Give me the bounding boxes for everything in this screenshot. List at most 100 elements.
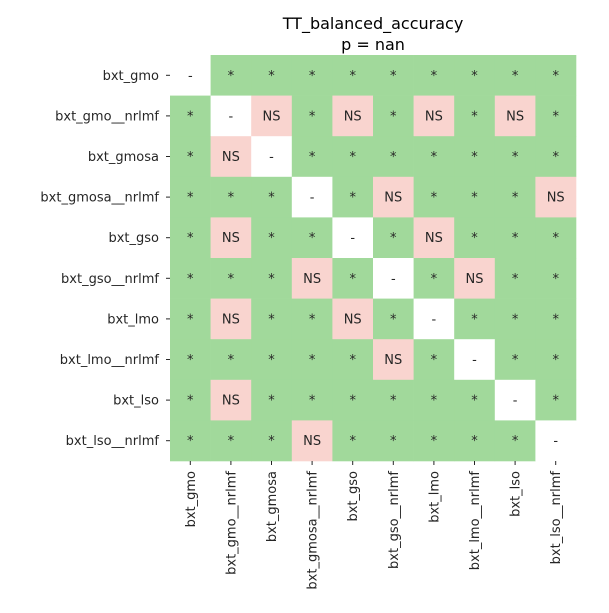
y-tick-label: bxt_gmosa__nrlmf	[40, 191, 159, 206]
heatmap-cell	[454, 55, 496, 96]
heatmap-cell	[332, 420, 374, 462]
heatmap-cell	[373, 379, 414, 421]
heatmap-cell	[210, 298, 252, 340]
cell-label: *	[431, 272, 438, 287]
heatmap-cell	[535, 95, 577, 137]
heatmap-cell	[170, 217, 211, 259]
cell-label: NS	[344, 312, 362, 327]
heatmap-cell	[210, 55, 252, 96]
cell-label: *	[431, 191, 438, 206]
cell-label: *	[471, 191, 478, 206]
cell-label: *	[349, 394, 356, 409]
x-tick-label: bxt_lmo__nrlmf	[468, 471, 483, 571]
heatmap-cell	[332, 55, 374, 96]
heatmap-cell	[494, 55, 536, 96]
heatmap-cell	[170, 258, 211, 299]
cell-label: *	[471, 434, 478, 449]
y-axis-tick-labels: bxt_gmo bxt_gmo__nrlmf bxt_gmosa bxt_gmosa_…	[40, 69, 170, 449]
cell-label: NS	[425, 109, 443, 124]
heatmap-cell	[413, 136, 455, 178]
cell-label: *	[187, 150, 194, 165]
cell-label: *	[349, 434, 356, 449]
cell-label: *	[471, 231, 478, 246]
heatmap-cell	[454, 95, 496, 137]
cell-label: *	[309, 312, 316, 327]
heatmap-cell	[210, 258, 252, 299]
heatmap-cell	[413, 339, 455, 381]
cell-label: *	[228, 272, 235, 287]
cell-label: -	[513, 394, 518, 409]
heatmap-cell	[413, 176, 455, 218]
cell-label: *	[268, 434, 275, 449]
heatmap-cell	[373, 176, 414, 218]
cell-label: *	[187, 394, 194, 409]
cell-label: *	[187, 312, 194, 327]
cell-label: -	[553, 434, 558, 449]
cell-label: *	[309, 231, 316, 246]
heatmap-cell	[210, 95, 252, 137]
cell-label: *	[349, 69, 356, 84]
cell-label: -	[472, 353, 477, 368]
cell-label: *	[390, 434, 397, 449]
cell-label: *	[228, 69, 235, 84]
heatmap-cell	[251, 339, 293, 381]
heatmap-cells: - * * * * * * * * * * - NS * NS * NS * NS * * NS - * * * * * * * * * * - *…	[170, 55, 577, 462]
cell-label: *	[349, 353, 356, 368]
cell-label: *	[552, 150, 559, 165]
cell-label: *	[512, 191, 519, 206]
x-tick-label: bxt_lso	[509, 471, 524, 517]
cell-label: NS	[222, 394, 240, 409]
cell-label: *	[512, 312, 519, 327]
cell-label: *	[552, 231, 559, 246]
heatmap-cell	[170, 55, 211, 96]
cell-label: NS	[222, 231, 240, 246]
heatmap-cell	[494, 217, 536, 259]
x-tick-label: bxt_gmo__nrlmf	[224, 471, 239, 575]
y-tick-label: bxt_gso__nrlmf	[61, 272, 159, 287]
cell-label: *	[552, 272, 559, 287]
x-tick-label: bxt_lmo	[427, 471, 442, 523]
heatmap-cell	[170, 136, 211, 178]
heatmap-cell	[291, 95, 333, 137]
cell-label: *	[309, 150, 316, 165]
heatmap-cell	[494, 420, 536, 462]
heatmap-cell	[494, 298, 536, 340]
heatmap-cell	[251, 136, 293, 178]
cell-label: *	[309, 394, 316, 409]
cell-label: NS	[547, 191, 565, 206]
cell-label: *	[390, 150, 397, 165]
heatmap-cell	[251, 176, 293, 218]
heatmap-cell	[494, 136, 536, 178]
heatmap-cell	[251, 95, 293, 137]
cell-label: *	[390, 231, 397, 246]
heatmap-cell	[413, 298, 455, 340]
cell-label: *	[431, 69, 438, 84]
cell-label: *	[431, 394, 438, 409]
heatmap-cell	[373, 420, 414, 462]
cell-label: *	[228, 191, 235, 206]
chart-subtitle: p = nan	[341, 35, 405, 54]
cell-label: *	[187, 191, 194, 206]
heatmap-cell	[454, 176, 496, 218]
heatmap-cell	[454, 298, 496, 340]
cell-label: *	[349, 150, 356, 165]
cell-label: *	[552, 109, 559, 124]
chart-title: TT_balanced_accuracy	[282, 14, 464, 34]
cell-label: *	[512, 353, 519, 368]
cell-label: *	[268, 272, 275, 287]
heatmap-cell	[535, 55, 577, 96]
cell-label: NS	[384, 191, 402, 206]
cell-label: *	[471, 150, 478, 165]
heatmap-cell	[454, 339, 496, 381]
cell-label: *	[187, 434, 194, 449]
cell-label: *	[512, 150, 519, 165]
cell-label: *	[471, 312, 478, 327]
cell-label: *	[512, 434, 519, 449]
heatmap-cell	[494, 379, 536, 421]
cell-label: NS	[263, 109, 281, 124]
heatmap-cell	[251, 217, 293, 259]
heatmap-cell	[413, 95, 455, 137]
heatmap-cell	[332, 298, 374, 340]
cell-label: *	[512, 69, 519, 84]
